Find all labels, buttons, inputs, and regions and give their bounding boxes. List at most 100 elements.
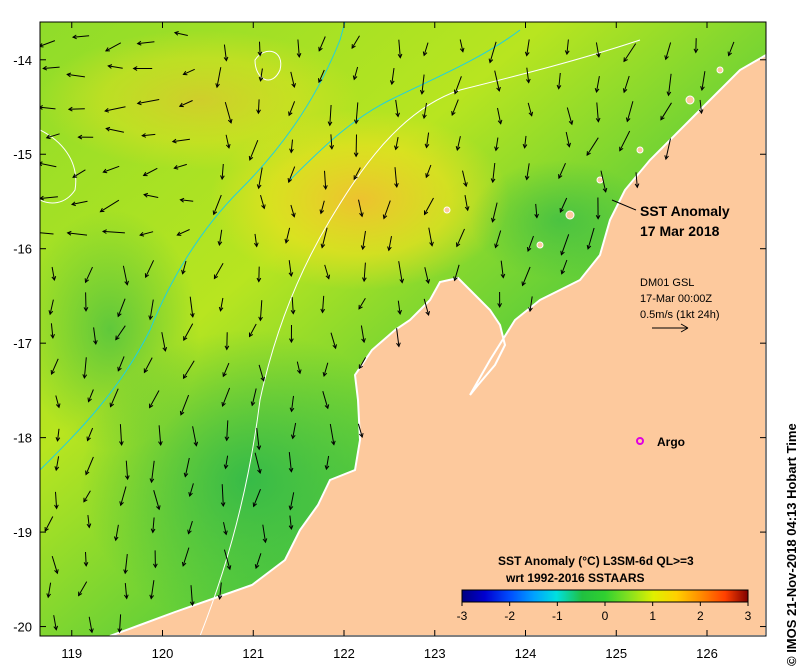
current-arrow-head [67, 106, 73, 112]
cool-anomaly-patch-west [40, 210, 200, 450]
current-arrow-head [500, 273, 506, 279]
current-arrow-head [727, 51, 733, 57]
current-arrow [559, 197, 568, 213]
current-arrow [254, 452, 261, 474]
current-arrow [558, 72, 561, 89]
current-arrow-head [453, 89, 459, 95]
current-arrow [322, 391, 329, 409]
current-arrow-head [173, 31, 179, 36]
current-arrow [172, 138, 190, 143]
current-arrow [566, 39, 569, 55]
current-arrow-head [288, 467, 294, 473]
current-arrow [318, 69, 325, 83]
current-arrow [526, 163, 530, 180]
current-arrow-head [149, 478, 155, 484]
current-arrow [55, 491, 58, 509]
current-arrow-head [254, 564, 260, 570]
current-arrow [151, 460, 155, 483]
current-arrow-head [526, 247, 532, 252]
lat-tick-label: -15 [13, 147, 32, 162]
current-arrow [183, 68, 195, 75]
current-arrow-head [320, 243, 326, 249]
current-arrow [174, 32, 188, 36]
current-arrow [253, 489, 261, 507]
plot-frame [39, 21, 767, 637]
current-arrow [224, 101, 232, 124]
current-arrow-head [50, 369, 55, 375]
current-arrow [218, 229, 223, 246]
current-arrow-head [252, 502, 258, 508]
current-arrow-head [77, 134, 83, 140]
current-arrow-head [171, 138, 177, 144]
current-arrow-head [217, 241, 223, 247]
current-model-label: DM01 GSL [640, 277, 694, 289]
current-arrow-head [45, 134, 51, 140]
current-arrow [137, 41, 155, 45]
current-arrow [421, 74, 425, 94]
current-arrow [40, 40, 56, 47]
current-arrow-head [221, 401, 226, 407]
current-arrow-head [53, 625, 59, 631]
current-arrow [288, 452, 292, 472]
current-arrow [51, 266, 55, 281]
current-arrow-head [256, 184, 262, 190]
current-arrow [222, 387, 231, 407]
current-arrow-head [568, 120, 574, 126]
current-arrow-head [289, 148, 294, 154]
current-arrow-head [249, 332, 254, 338]
current-arrow-head [113, 536, 119, 542]
current-arrow [40, 196, 58, 199]
current-arrow-head [149, 403, 154, 409]
current-arrow-head [227, 118, 233, 124]
current-arrow [324, 264, 330, 279]
current-arrow [124, 583, 128, 599]
current-arrow-head [93, 340, 98, 346]
current-arrow [355, 102, 359, 124]
current-arrow [122, 265, 128, 285]
current-arrow [358, 199, 363, 217]
colorbar-tick-label: 2 [697, 609, 704, 623]
current-arrow-head [181, 269, 186, 275]
current-arrow [360, 325, 365, 343]
current-arrow [222, 362, 230, 377]
current-arrow [362, 230, 366, 250]
current-arrow-head [40, 161, 43, 167]
current-arrow [161, 332, 166, 351]
bathymetry-contour-cyan [40, 22, 346, 471]
colorbar-ticks: -3 -2 -1 0 1 2 3 [457, 602, 752, 623]
current-arrow [290, 71, 295, 88]
current-arrow-head [132, 66, 138, 71]
current-arrow [699, 99, 702, 114]
current-arrow-head [288, 272, 294, 278]
current-arrow [330, 332, 337, 349]
current-arrow-head [424, 143, 430, 149]
current-arrow [454, 264, 460, 281]
current-arrow-head [451, 111, 456, 116]
current-arrow [40, 232, 54, 235]
current-arrow-head [220, 175, 225, 181]
current-arrow-head [351, 44, 356, 50]
current-arrow [225, 455, 229, 469]
current-arrow-head [117, 312, 122, 318]
current-arrow [388, 236, 392, 251]
current-arrow [288, 260, 292, 277]
current-arrow [182, 547, 190, 567]
current-arrow-head [42, 65, 48, 71]
current-arrow [425, 164, 432, 178]
current-arrow [423, 298, 430, 316]
current-arrow [424, 197, 434, 215]
current-arrow-head [256, 445, 262, 451]
current-arrow [395, 137, 399, 150]
current-arrow-head [179, 410, 185, 416]
current-arrow-head [139, 231, 145, 237]
current-arrow [596, 76, 600, 93]
axis-ticks: 119 120 121 122 123 124 125 126-14-15-16-17-18-… [13, 22, 766, 661]
current-arrow-head [619, 146, 624, 152]
current-arrow [291, 297, 294, 314]
current-arrow-head [212, 210, 218, 216]
current-arrow-head [323, 185, 328, 190]
lat-tick-label: -19 [13, 525, 32, 540]
lat-tick-label: -16 [13, 242, 32, 257]
argo-float-marker-icon [636, 437, 644, 445]
current-arrow [43, 66, 60, 69]
